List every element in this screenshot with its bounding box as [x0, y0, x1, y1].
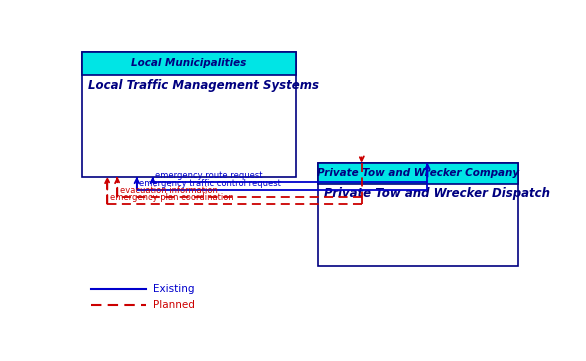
Text: emergency plan coordination: emergency plan coordination [110, 193, 233, 202]
Text: Local Municipalities: Local Municipalities [131, 58, 247, 69]
Bar [319, 163, 519, 184]
Bar [82, 52, 296, 75]
Bar [82, 52, 296, 177]
Text: emergency route request: emergency route request [155, 171, 263, 180]
Text: Planned: Planned [153, 300, 195, 310]
Text: evacuation information: evacuation information [120, 186, 217, 195]
Text: Existing: Existing [153, 284, 194, 294]
Bar [319, 163, 519, 266]
Text: Private Tow and Wrecker Dispatch: Private Tow and Wrecker Dispatch [324, 187, 550, 200]
Text: Local Traffic Management Systems: Local Traffic Management Systems [88, 79, 319, 92]
Text: Private Tow and Wrecker Company: Private Tow and Wrecker Company [318, 168, 519, 178]
Text: emergency traffic control request: emergency traffic control request [139, 179, 281, 188]
